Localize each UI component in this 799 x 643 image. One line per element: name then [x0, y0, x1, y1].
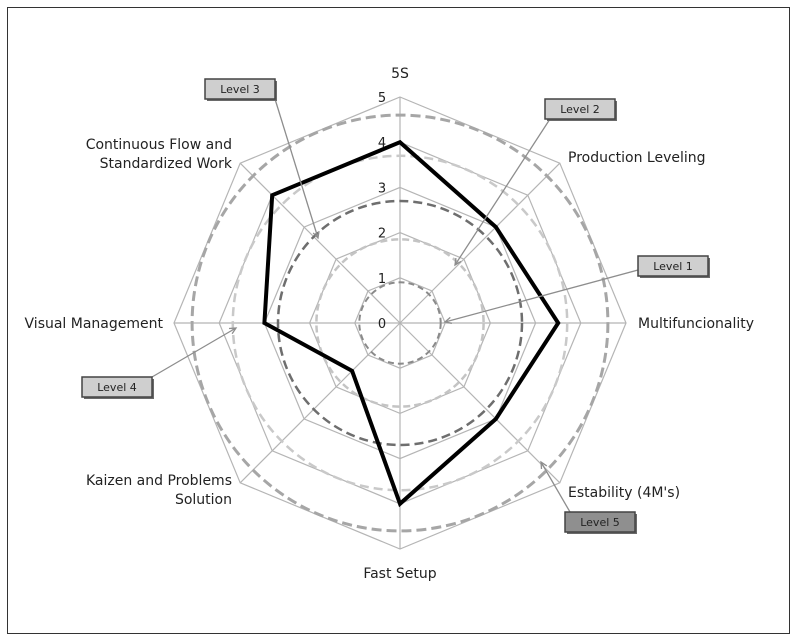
level-ring-5 — [190, 113, 610, 533]
tick-label-4: 4 — [378, 136, 386, 151]
callout-label: Level 4 — [97, 381, 137, 394]
level-ring-2 — [315, 238, 485, 408]
axis-label-2: Multifuncionality — [638, 316, 754, 332]
level-callout-4: Level 4 — [81, 327, 238, 399]
axis-label-line: Continuous Flow and — [86, 137, 232, 153]
axis-label-line: Kaizen and Problems — [86, 473, 232, 489]
callout-label: Level 2 — [560, 103, 600, 116]
axis-label-line: Standardized Work — [100, 156, 233, 172]
level-callout-2: Level 2 — [454, 98, 617, 267]
grid-spoke-1 — [399, 162, 561, 324]
series-group — [262, 139, 561, 508]
callout-arrowhead-icon — [312, 231, 320, 240]
axis-label-7: Continuous Flow and Standardized Work — [86, 137, 233, 172]
callout-box — [544, 98, 616, 120]
level-callouts: Level 1 Level 2 Level 3 Level 4 Level 5 — [81, 78, 710, 534]
axis-label-0: 5S — [391, 66, 409, 82]
tick-label-1: 1 — [378, 272, 386, 287]
grid-spoke-7 — [239, 162, 401, 324]
level-ring-1 — [358, 281, 442, 365]
tick-label-0: 0 — [378, 317, 386, 332]
axis-label-4: Fast Setup — [363, 566, 436, 582]
level-ring-4 — [231, 154, 569, 492]
tick-labels: 0 1 2 3 4 5 — [378, 91, 386, 332]
callout-leader-line — [540, 461, 571, 513]
axis-label-1: Production Leveling — [568, 150, 706, 166]
radar-grid — [173, 96, 627, 550]
grid-spoke-3 — [399, 322, 561, 484]
callout-leader-line — [444, 269, 639, 323]
callout-label: Level 1 — [653, 260, 693, 273]
callout-box — [81, 376, 153, 398]
callout-leader-line — [454, 118, 551, 266]
level-rings — [190, 113, 610, 533]
tick-label-5: 5 — [378, 91, 386, 106]
callout-box — [637, 255, 709, 277]
callout-leader-line — [274, 98, 319, 239]
tick-label-3: 3 — [378, 181, 386, 196]
axis-label-5: Kaizen and Problems Solution — [86, 473, 232, 508]
level-ring-3 — [276, 199, 524, 447]
axis-labels: 5S Production Leveling Multifuncionality Es… — [25, 66, 755, 582]
grid-spoke-5 — [239, 322, 401, 484]
tick-label-2: 2 — [378, 227, 386, 242]
callout-arrowhead-icon — [540, 460, 548, 470]
callout-leader-line — [151, 327, 237, 378]
chart-frame — [7, 7, 790, 634]
callout-arrowhead-icon — [454, 258, 462, 267]
callout-box — [564, 511, 636, 533]
level-callout-5: Level 5 — [540, 460, 637, 534]
callout-arrowhead-icon — [443, 316, 453, 324]
axis-label-line: Solution — [175, 492, 232, 508]
callout-label: Level 3 — [220, 83, 260, 96]
callout-arrowhead-icon — [228, 327, 238, 335]
axis-label-6: Visual Management — [25, 316, 164, 332]
callout-box — [204, 78, 276, 100]
level-callout-3: Level 3 — [204, 78, 320, 240]
level-callout-1: Level 1 — [443, 255, 710, 324]
callout-label: Level 5 — [580, 516, 620, 529]
axis-label-3: Estability (4M's) — [568, 485, 680, 501]
